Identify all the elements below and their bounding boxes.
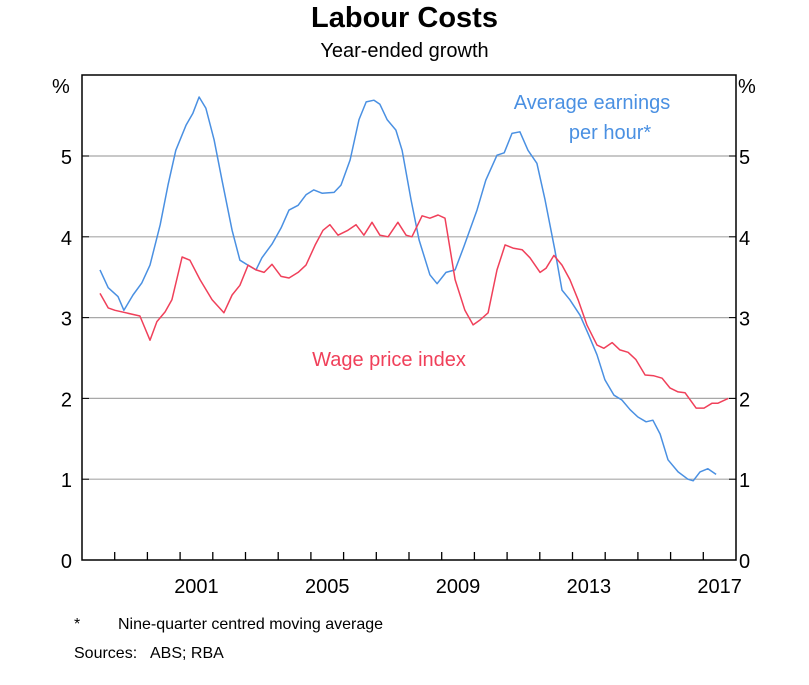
y-unit-left: %	[52, 76, 70, 98]
y-tick-label-right: 2	[739, 389, 750, 411]
plot-frame	[81, 74, 737, 561]
x-tick-label: 2001	[174, 576, 219, 598]
y-tick-label-left: 5	[61, 147, 72, 169]
sources-text: ABS; RBA	[150, 645, 224, 662]
y-tick-label-right: 1	[739, 470, 750, 492]
series-line-wage-price-index	[99, 214, 729, 409]
footnote-asterisk: *	[74, 616, 81, 633]
series-line-average-earnings	[99, 96, 717, 482]
x-tick-label: 2009	[436, 576, 481, 598]
y-unit-right: %	[738, 76, 756, 98]
y-tick-label-right: 0	[739, 551, 750, 573]
y-tick-label-left: 0	[61, 551, 72, 573]
y-tick-label-left: 1	[61, 470, 72, 492]
x-tick-label: 2013	[567, 576, 612, 598]
y-tick-label-left: 2	[61, 389, 72, 411]
series-label-wage-price-index: Wage price index	[312, 349, 466, 371]
y-tick-label-right: 4	[739, 228, 750, 250]
y-tick-label-left: 3	[61, 309, 72, 331]
chart-subtitle: Year-ended growth	[320, 40, 489, 62]
y-tick-label-right: 5	[739, 147, 750, 169]
x-tick-label: 2017	[697, 576, 742, 598]
y-tick-label-right: 3	[739, 309, 750, 331]
line-chart: 0 0 1 1 2 2 3 3 4 4 5 5% % 2001 2005 2009 2013 2017 Averag…	[52, 74, 756, 598]
footnote-text: Nine-quarter centred moving average	[118, 616, 384, 633]
chart-title: Labour Costs	[311, 2, 498, 34]
x-tick-label: 2005	[305, 576, 350, 598]
sources-label: Sources:	[74, 645, 138, 662]
y-tick-label-left: 4	[61, 228, 72, 250]
series-label-average-earnings: Average earnings	[514, 92, 670, 114]
series-label-average-earnings-line2: per hour*	[569, 122, 651, 144]
